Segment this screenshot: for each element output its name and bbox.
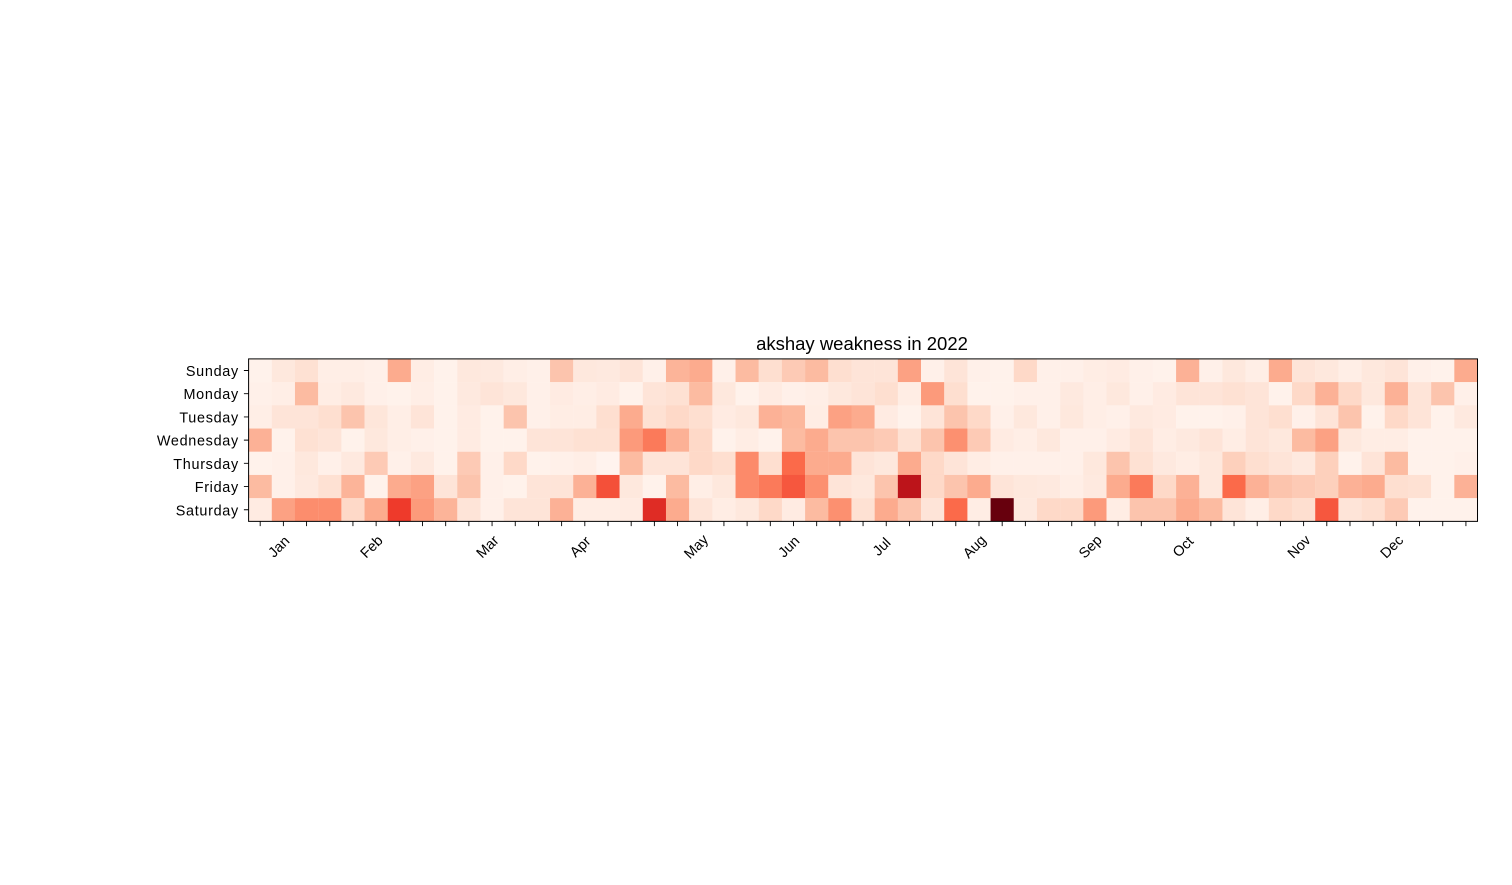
svg-text:Friday: Friday xyxy=(195,480,239,496)
svg-text:Saturday: Saturday xyxy=(176,503,239,519)
svg-text:Wednesday: Wednesday xyxy=(157,434,239,450)
svg-text:Thursday: Thursday xyxy=(173,457,239,473)
svg-text:Monday: Monday xyxy=(183,387,239,403)
svg-text:Tuesday: Tuesday xyxy=(179,410,239,426)
svg-text:Sunday: Sunday xyxy=(186,364,239,380)
svg-text:akshay weakness in 2022: akshay weakness in 2022 xyxy=(756,333,968,354)
